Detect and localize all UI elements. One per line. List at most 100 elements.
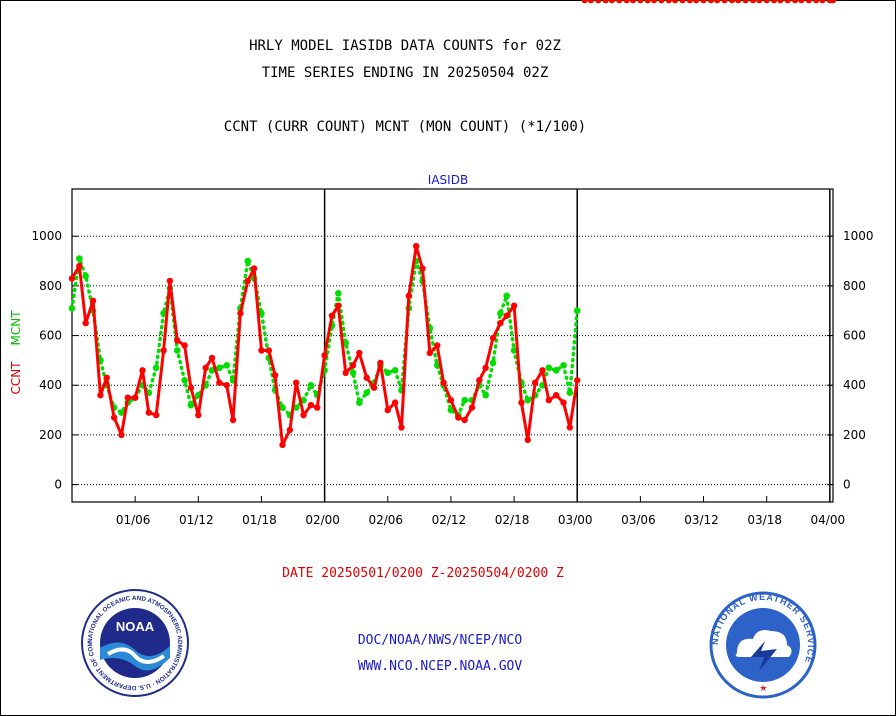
x-tick-label: 02/06 <box>368 513 403 527</box>
data-point-mcnt <box>349 369 357 377</box>
data-point-mcnt <box>363 389 371 396</box>
data-point-ccnt <box>791 0 799 4</box>
footer-line-2: WWW.NCO.NCEP.NOAA.GOV <box>357 659 523 674</box>
data-point-ccnt <box>349 362 357 369</box>
chart-title-line-3: CCNT (CURR COUNT) MCNT (MON COUNT) (*1/1… <box>223 119 587 135</box>
data-point-ccnt <box>405 292 413 300</box>
y-tick-label-left: 1000 <box>31 229 62 243</box>
data-point-mcnt <box>482 391 489 399</box>
x-tick-label: 01/06 <box>116 513 151 527</box>
data-point-ccnt <box>692 0 700 4</box>
data-point-mcnt <box>307 381 315 389</box>
data-point-ccnt <box>202 364 209 372</box>
data-point-ccnt <box>335 302 342 309</box>
data-point-ccnt <box>531 379 539 386</box>
data-point-ccnt <box>679 0 686 4</box>
data-point-ccnt <box>223 382 230 389</box>
data-point-ccnt <box>412 242 420 250</box>
data-point-mcnt <box>76 255 83 262</box>
data-point-ccnt <box>665 0 672 4</box>
data-point-ccnt <box>89 297 97 304</box>
data-point-ccnt <box>608 0 616 4</box>
date-range-label: DATE 20250501/0200 Z-20250504/0200 Z <box>282 566 564 581</box>
y-tick-label-right: 1000 <box>843 229 874 243</box>
x-tick-label: 02/00 <box>305 513 340 527</box>
x-tick-label: 02/12 <box>432 513 467 527</box>
data-point-ccnt <box>195 411 202 419</box>
data-point-ccnt <box>503 312 510 319</box>
data-point-ccnt <box>279 441 286 449</box>
data-point-ccnt <box>216 379 223 386</box>
y-tick-label-right: 0 <box>843 478 851 492</box>
data-point-ccnt <box>777 0 784 4</box>
y-tick-label-left: 200 <box>39 428 62 442</box>
data-point-ccnt <box>377 359 384 367</box>
data-point-ccnt <box>321 352 328 359</box>
data-point-mcnt <box>223 362 231 369</box>
data-point-mcnt <box>181 376 188 384</box>
data-point-ccnt <box>566 424 574 431</box>
data-point-mcnt <box>552 367 560 374</box>
data-point-ccnt <box>805 0 812 4</box>
data-point-ccnt <box>749 0 757 4</box>
data-point-mcnt <box>447 406 455 414</box>
data-point-ccnt <box>271 372 279 379</box>
data-point-mcnt <box>208 367 216 374</box>
data-point-ccnt <box>208 354 216 362</box>
chart-title-line-2: TIME SERIES ENDING IN 20250504 02Z <box>261 65 549 81</box>
data-point-mcnt <box>510 347 518 354</box>
data-point-ccnt <box>461 416 468 424</box>
data-point-mcnt <box>524 396 532 404</box>
x-tick-label: 04/00 <box>811 513 846 527</box>
data-point-ccnt <box>671 0 679 4</box>
data-point-ccnt <box>644 0 651 4</box>
data-point-ccnt <box>447 396 455 404</box>
data-point-ccnt <box>497 319 504 327</box>
data-point-ccnt <box>756 0 763 4</box>
data-point-ccnt <box>482 364 489 372</box>
data-point-ccnt <box>581 0 588 4</box>
data-point-ccnt <box>286 426 294 434</box>
data-point-ccnt <box>82 319 89 327</box>
data-point-ccnt <box>686 0 694 4</box>
data-point-ccnt <box>812 0 820 4</box>
data-point-ccnt <box>398 424 405 431</box>
data-point-mcnt <box>356 399 363 406</box>
data-point-ccnt <box>440 379 447 386</box>
data-point-ccnt <box>103 374 110 381</box>
data-point-ccnt <box>574 377 581 384</box>
data-point-mcnt <box>82 272 89 280</box>
data-point-mcnt <box>566 389 574 396</box>
data-point-ccnt <box>510 302 518 309</box>
data-point-ccnt <box>342 369 349 377</box>
data-point-mcnt <box>391 367 399 374</box>
y-tick-label-right: 800 <box>843 279 866 293</box>
data-point-ccnt <box>292 379 300 386</box>
data-point-ccnt <box>118 431 125 439</box>
data-point-ccnt <box>721 0 728 4</box>
data-point-ccnt <box>314 404 321 411</box>
data-point-ccnt <box>139 367 146 374</box>
data-point-ccnt <box>384 406 391 414</box>
data-point-ccnt <box>650 0 658 4</box>
data-point-ccnt <box>489 334 497 342</box>
data-point-ccnt <box>819 0 826 4</box>
data-point-ccnt <box>763 0 770 4</box>
data-point-ccnt <box>258 347 265 354</box>
data-point-mcnt <box>497 309 504 317</box>
data-point-ccnt <box>419 265 426 272</box>
data-point-ccnt <box>595 0 602 4</box>
data-point-mcnt <box>461 396 468 404</box>
y-tick-label-right: 400 <box>843 378 866 392</box>
footer-line-1: DOC/NOAA/NWS/NCEP/NCO <box>357 633 523 648</box>
data-point-ccnt <box>124 394 131 401</box>
data-point-mcnt <box>489 359 497 367</box>
data-point-ccnt <box>518 399 525 406</box>
data-point-ccnt <box>539 367 546 374</box>
data-point-ccnt <box>181 342 188 349</box>
data-point-ccnt <box>798 0 805 4</box>
data-point-ccnt <box>307 401 315 409</box>
data-point-ccnt <box>784 0 791 4</box>
data-point-ccnt <box>552 391 560 399</box>
